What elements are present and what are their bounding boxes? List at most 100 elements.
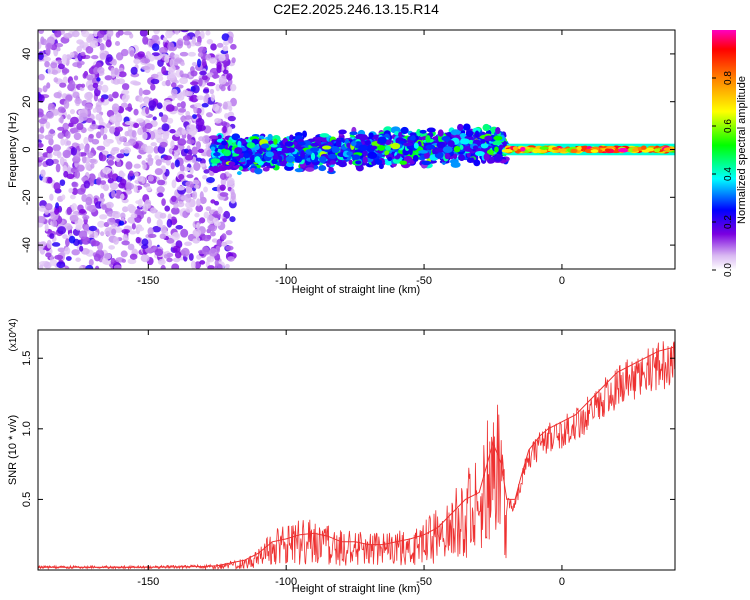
heatmap-cell <box>118 172 126 178</box>
heatmap-cell <box>474 150 485 157</box>
heatmap-cell <box>378 163 384 170</box>
heatmap-cell <box>62 149 72 159</box>
colorbar-gradient <box>712 30 736 270</box>
heatmap-cell <box>328 166 334 173</box>
heatmap-cell <box>146 216 152 224</box>
heatmap-cell <box>150 142 158 147</box>
heatmap-cell <box>159 212 167 219</box>
heatmap-cell <box>56 261 66 269</box>
heatmap-cell <box>230 188 235 196</box>
heatmap-cell <box>305 167 315 172</box>
heatmap-cell <box>170 140 175 150</box>
heatmap-cell <box>210 158 221 164</box>
heatmap-cell <box>197 148 205 154</box>
heatmap-cell <box>145 247 154 254</box>
heatmap-cell <box>157 179 166 186</box>
heatmap-cell <box>121 258 127 263</box>
heatmap-cell <box>227 36 234 44</box>
heatmap-cell <box>483 153 490 161</box>
heatmap-cell <box>206 81 216 87</box>
heatmap-cell <box>49 259 58 266</box>
heatmap-cell <box>254 167 263 175</box>
heatmap-cell <box>83 180 91 189</box>
heatmap-cell <box>370 145 378 150</box>
heatmap-cell <box>42 176 47 183</box>
heatmap-cell <box>171 232 181 241</box>
heatmap-cell <box>191 36 196 45</box>
heatmap-cell <box>142 203 149 212</box>
heatmap-cell <box>409 132 417 137</box>
heatmap-cell <box>102 134 108 141</box>
heatmap-cell <box>459 144 464 150</box>
heatmap-cell <box>99 192 105 199</box>
heatmap-cell <box>44 134 54 140</box>
heatmap-cell <box>394 131 400 136</box>
heatmap-cell <box>192 179 200 185</box>
heatmap-cell <box>130 213 138 219</box>
heatmap-cell <box>230 43 237 50</box>
snr-multiplier-label: (x10^4) <box>8 318 19 351</box>
snr-plot-area <box>38 341 675 570</box>
heatmap-cell <box>123 31 132 36</box>
heatmap-cell <box>187 133 192 141</box>
heatmap-cell <box>63 32 73 39</box>
heatmap-cell <box>156 218 163 228</box>
heatmap-cell <box>110 67 115 74</box>
heatmap-cell <box>85 161 91 171</box>
heatmap-cell <box>166 252 174 258</box>
heatmap-cell <box>142 36 149 45</box>
heatmap-cell <box>185 202 191 208</box>
heatmap-cell <box>473 159 481 167</box>
heatmap-cell <box>358 144 368 151</box>
heatmap-cell <box>225 245 234 251</box>
heatmap-cell <box>46 146 54 154</box>
heatmap-cell <box>197 125 206 132</box>
heatmap-cell <box>83 136 89 145</box>
heatmap-cell <box>245 159 254 165</box>
heatmap-cell <box>59 179 66 187</box>
heatmap-cell <box>214 117 222 124</box>
heatmap-cell <box>109 182 119 190</box>
heatmap-cell <box>310 142 319 147</box>
heatmap-cell <box>310 152 316 161</box>
heatmap-cell <box>169 129 176 134</box>
heatmap-cell <box>188 253 194 261</box>
heatmap-cell <box>79 245 84 252</box>
heatmap-cell <box>69 109 76 115</box>
heatmap-cell <box>168 64 176 73</box>
heatmap-cell <box>217 134 222 140</box>
heatmap-cell <box>227 126 233 134</box>
heatmap-cell <box>254 156 261 164</box>
heatmap-cell <box>111 190 116 198</box>
heatmap-cell <box>207 265 215 269</box>
heatmap-cell <box>189 81 199 86</box>
heatmap-cell <box>154 168 163 176</box>
heatmap-cell <box>130 66 138 75</box>
snr-x-tick-label: -50 <box>416 576 432 588</box>
heatmap-cell <box>225 240 233 245</box>
heatmap-cell <box>265 151 274 158</box>
heatmap-panel: -150 -100 -50 0 -40 -20 0 20 40 Height of strai… <box>7 29 676 296</box>
heatmap-cell <box>221 140 228 146</box>
heatmap-cell <box>121 228 130 234</box>
heatmap-cell <box>114 120 120 128</box>
heatmap-cell <box>206 149 213 157</box>
heatmap-cell <box>482 123 491 132</box>
heatmap-cell <box>222 125 227 134</box>
snr-y-tick-label: 1.5 <box>21 351 33 366</box>
heatmap-cell <box>192 190 198 200</box>
heatmap-cell <box>179 164 185 172</box>
heatmap-cell <box>100 180 107 185</box>
heatmap-cell <box>137 127 144 136</box>
heatmap-cell <box>221 121 228 127</box>
heatmap-cell <box>493 135 503 141</box>
heatmap-cell <box>76 45 83 53</box>
heatmap-cell <box>218 54 226 62</box>
heatmap-cell <box>57 63 65 70</box>
heatmap-cell <box>107 159 115 166</box>
heatmap-cell <box>45 158 54 166</box>
heatmap-x-axis-label: Height of straight line (km) <box>292 284 420 296</box>
heatmap-cell <box>232 142 237 148</box>
heatmap-cell <box>169 58 175 68</box>
heatmap-cell <box>99 154 107 162</box>
